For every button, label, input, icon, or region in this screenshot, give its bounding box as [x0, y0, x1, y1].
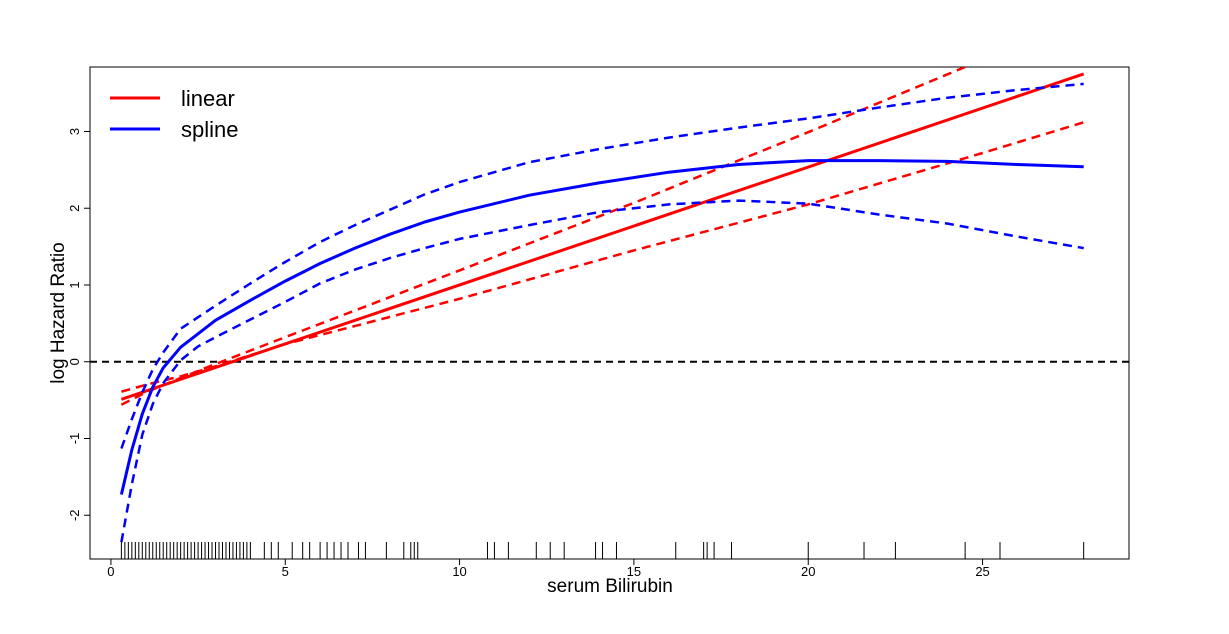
y-tick-label: -2 [67, 509, 82, 521]
y-tick-label: 1 [67, 281, 82, 288]
x-tick-label: 5 [282, 564, 289, 579]
series-group [119, 67, 1085, 543]
x-tick-label: 20 [801, 564, 815, 579]
red-lower-ci-line [121, 121, 1085, 393]
x-tick-label: 15 [627, 564, 641, 579]
x-axis-title: serum Bilirubin [547, 576, 673, 597]
y-tick-label: 0 [67, 358, 82, 365]
red-upper-ci-line [120, 67, 966, 406]
blue-upper-ci-line [120, 82, 1084, 449]
y-axis: -2 -1 0 1 2 3 [67, 128, 91, 521]
y-tick-label: -1 [67, 433, 82, 445]
rug [120, 542, 1085, 559]
legend: linear spline [110, 86, 238, 142]
x-tick-label: 0 [107, 564, 114, 579]
x-tick-label: 10 [452, 564, 466, 579]
legend-label: spline [181, 117, 238, 142]
y-tick-label: 3 [67, 128, 82, 135]
blue-estimate-line [119, 159, 1084, 495]
plot-frame [89, 66, 1130, 560]
y-tick-label: 2 [67, 205, 82, 212]
blue-lower-ci-line [120, 199, 1084, 543]
y-axis-title: log Hazard Ratio [48, 242, 69, 384]
x-axis: 0 5 10 15 20 25 [107, 558, 990, 579]
legend-label: linear [181, 86, 235, 111]
x-tick-label: 25 [975, 564, 989, 579]
